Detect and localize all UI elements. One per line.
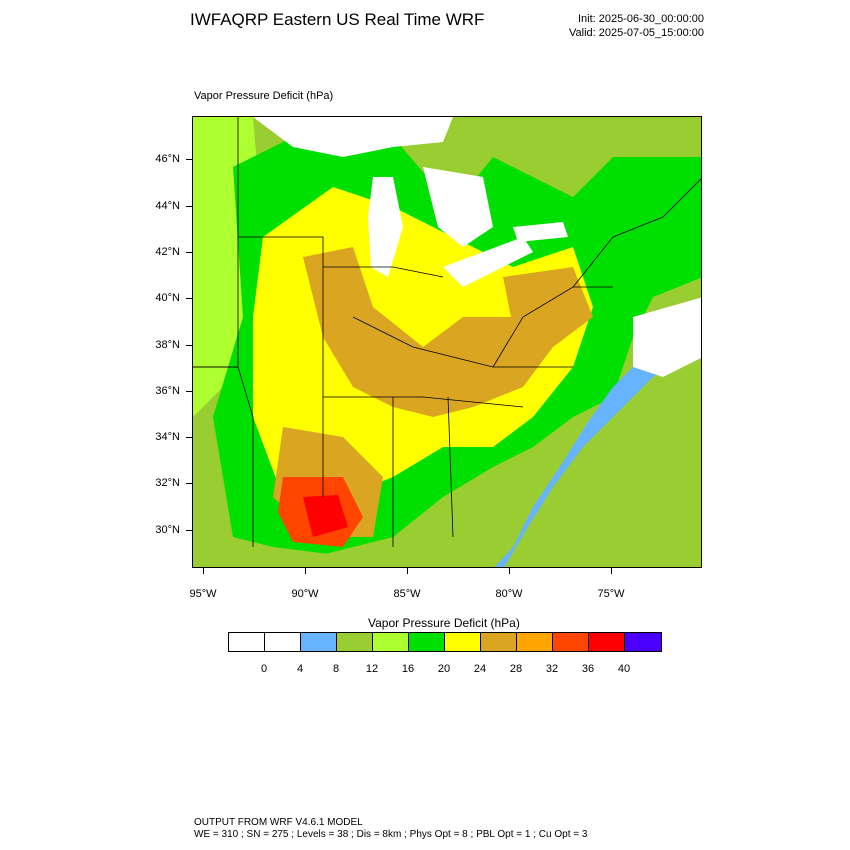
lon-tick	[407, 568, 408, 574]
colorbar-swatch	[409, 633, 445, 651]
model-info-line1: OUTPUT FROM WRF V4.6.1 MODEL	[194, 817, 363, 828]
lat-tick	[186, 437, 192, 438]
lat-label-34: 34°N	[155, 431, 180, 443]
gulf-of-mexico	[193, 537, 469, 567]
colorbar-swatch	[373, 633, 409, 651]
lon-tick	[203, 568, 204, 574]
field-label: Vapor Pressure Deficit (hPa)	[194, 90, 334, 102]
model-info-line2: WE = 310 ; SN = 275 ; Levels = 38 ; Dis …	[194, 829, 588, 840]
lat-tick	[186, 530, 192, 531]
colorbar-swatch	[229, 633, 265, 651]
colorbar-label: 4	[296, 663, 304, 675]
lon-tick	[509, 568, 510, 574]
colorbar-swatch	[265, 633, 301, 651]
lon-label-95: 95°W	[189, 588, 217, 600]
lake-erie	[443, 237, 533, 287]
colorbar-swatch	[445, 633, 481, 651]
colorbar-label: 32	[545, 663, 559, 675]
colorbar-swatch	[589, 633, 625, 651]
lake-superior	[253, 117, 453, 157]
lat-label-44: 44°N	[155, 200, 180, 212]
colorbar-label: 8	[332, 663, 340, 675]
colorbar-label: 28	[509, 663, 523, 675]
colorbar-label: 20	[437, 663, 451, 675]
lon-label-90: 90°W	[291, 588, 319, 600]
init-time: Init: 2025-06-30_00:00:00	[578, 13, 704, 25]
vpd-map	[193, 117, 701, 567]
lake-ontario	[513, 222, 568, 242]
colorbar-swatch	[625, 633, 661, 651]
lat-label-38: 38°N	[155, 339, 180, 351]
colorbar	[228, 632, 662, 652]
lake-michigan	[368, 177, 403, 277]
lat-tick	[186, 206, 192, 207]
lat-tick	[186, 298, 192, 299]
lon-label-80: 80°W	[495, 588, 523, 600]
colorbar-title: Vapor Pressure Deficit (hPa)	[368, 616, 520, 630]
lat-tick	[186, 345, 192, 346]
lon-tick	[611, 568, 612, 574]
tan-region-central	[303, 247, 553, 417]
lake-huron	[423, 167, 493, 247]
colorbar-label: 24	[473, 663, 487, 675]
offshore-low-vpd	[633, 297, 701, 377]
lat-tick	[186, 159, 192, 160]
colorbar-label: 16	[401, 663, 415, 675]
colorbar-label: 0	[260, 663, 268, 675]
lat-tick	[186, 391, 192, 392]
map-panel	[192, 116, 702, 568]
hotspot-gulf-core	[303, 495, 348, 537]
colorbar-swatch	[481, 633, 517, 651]
lat-tick	[186, 483, 192, 484]
lat-label-30: 30°N	[155, 524, 180, 536]
lat-label-42: 42°N	[155, 246, 180, 258]
tan-region-east	[503, 267, 593, 347]
valid-time: Valid: 2025-07-05_15:00:00	[569, 27, 704, 39]
colorbar-label: 12	[365, 663, 379, 675]
chart-title: IWFAQRP Eastern US Real Time WRF	[190, 10, 485, 29]
colorbar-swatch	[517, 633, 553, 651]
colorbar-swatch	[553, 633, 589, 651]
state-boundaries	[193, 117, 701, 547]
lat-tick	[186, 252, 192, 253]
colorbar-swatch	[337, 633, 373, 651]
lon-tick	[305, 568, 306, 574]
colorbar-label: 40	[617, 663, 631, 675]
lat-label-32: 32°N	[155, 477, 180, 489]
lat-label-36: 36°N	[155, 385, 180, 397]
lat-label-40: 40°N	[155, 292, 180, 304]
lon-label-75: 75°W	[597, 588, 625, 600]
lat-label-46: 46°N	[155, 153, 180, 165]
lon-label-85: 85°W	[393, 588, 421, 600]
colorbar-swatch	[301, 633, 337, 651]
canada-north	[453, 117, 701, 197]
colorbar-label: 36	[581, 663, 595, 675]
